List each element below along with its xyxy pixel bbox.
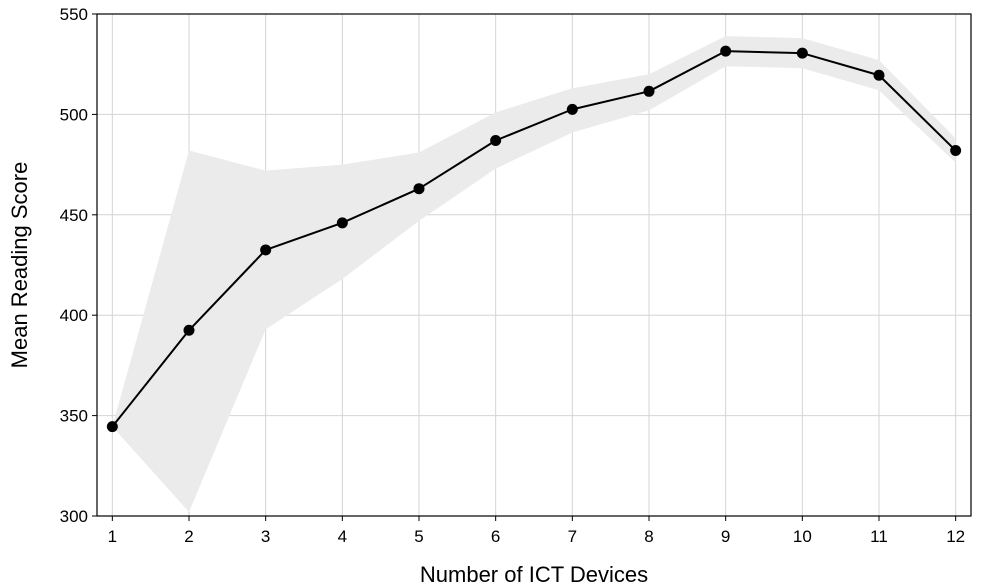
data-point — [106, 421, 118, 433]
data-points — [106, 45, 962, 433]
x-tick-label: 3 — [261, 527, 270, 546]
data-point — [183, 324, 195, 336]
x-tick-label: 6 — [491, 527, 500, 546]
x-axis-ticks: 1 2 3 4 5 6 7 8 9 10 11 12 — [108, 516, 965, 546]
confidence-band-layer — [112, 36, 956, 512]
data-point — [566, 103, 578, 115]
y-tick-label: 550 — [60, 5, 88, 24]
x-tick-label: 11 — [870, 527, 888, 546]
x-tick-label: 9 — [721, 527, 730, 546]
data-point — [260, 244, 272, 256]
data-point — [490, 135, 502, 147]
x-tick-label: 8 — [644, 527, 653, 546]
data-point — [413, 183, 425, 195]
x-tick-label: 4 — [338, 527, 347, 546]
data-point — [720, 45, 732, 57]
data-point — [643, 85, 655, 97]
x-tick-label: 1 — [108, 527, 117, 546]
series-line — [111, 50, 957, 428]
y-axis-title: Mean Reading Score — [7, 162, 32, 369]
x-tick-label: 5 — [414, 527, 423, 546]
x-axis-title: Number of ICT Devices — [420, 562, 648, 587]
data-point — [796, 47, 808, 59]
x-tick-label: 12 — [946, 527, 965, 546]
x-tick-label: 2 — [184, 527, 193, 546]
y-tick-label: 350 — [60, 407, 88, 426]
data-point — [336, 217, 348, 229]
data-point — [873, 69, 885, 81]
x-tick-label: 7 — [568, 527, 577, 546]
y-tick-label: 300 — [60, 507, 88, 526]
data-point — [950, 145, 962, 157]
plot-frame — [96, 13, 972, 517]
y-tick-label: 400 — [60, 306, 88, 325]
y-tick-label: 500 — [60, 105, 88, 124]
series-line-layer — [111, 50, 957, 428]
x-tick-label: 10 — [793, 527, 812, 546]
confidence-band — [112, 36, 956, 512]
y-tick-label: 450 — [60, 206, 88, 225]
y-axis-ticks: 300 350 400 450 500 550 — [60, 5, 97, 526]
